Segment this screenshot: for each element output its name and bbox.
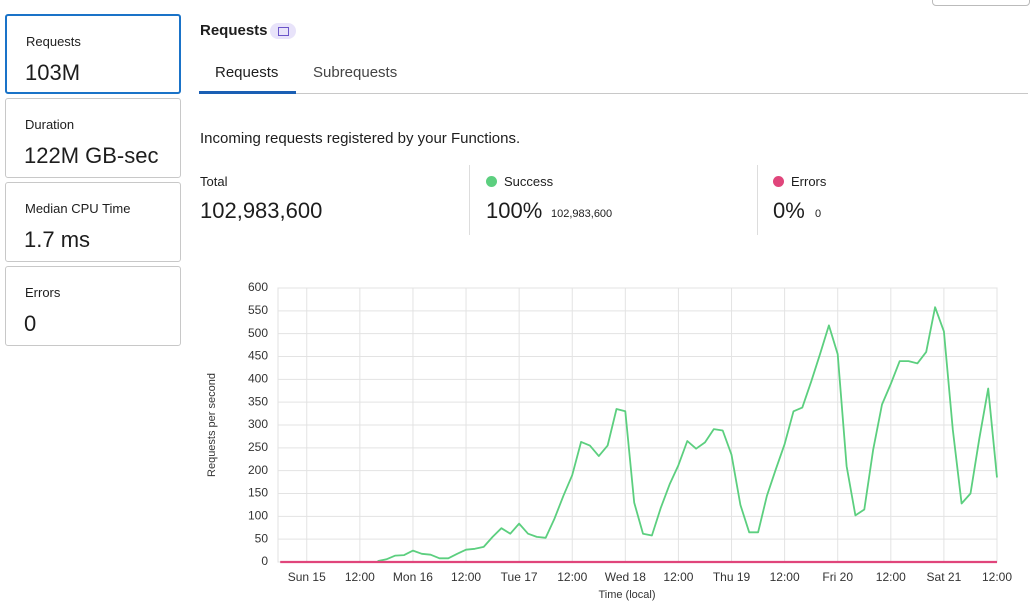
book-icon (278, 27, 289, 36)
x-tick-label: Sat 21 (927, 570, 962, 584)
y-tick-label: 0 (261, 554, 268, 568)
card-value: 122M GB-sec (24, 143, 159, 168)
x-tick-label: 12:00 (451, 570, 481, 584)
section-title: Requests (200, 22, 268, 39)
stat-value: 100% (486, 198, 543, 223)
divider (757, 165, 758, 235)
x-tick-label: 12:00 (557, 570, 587, 584)
metric-card[interactable]: Duration 122M GB-sec (5, 98, 181, 178)
y-tick-label: 150 (248, 486, 268, 500)
y-tick-label: 600 (248, 280, 268, 294)
card-label: Errors (25, 285, 61, 300)
x-tick-label: Wed 18 (605, 570, 646, 584)
metric-card[interactable]: Requests 103M (5, 14, 181, 94)
y-tick-label: 300 (248, 417, 268, 431)
x-tick-label: 12:00 (663, 570, 693, 584)
divider (469, 165, 470, 235)
stat-detail: 0 (815, 208, 822, 220)
stat-value: 0% (773, 198, 805, 223)
metric-card[interactable]: Errors 0 (5, 266, 181, 346)
y-axis-title: Requests per second (206, 373, 218, 477)
y-tick-label: 350 (248, 394, 268, 408)
card-label: Duration (25, 117, 75, 132)
y-tick-label: 50 (255, 531, 269, 545)
description: Incoming requests registered by your Fun… (200, 130, 521, 147)
series-line (377, 306, 998, 562)
metric-card[interactable]: Median CPU Time 1.7 ms (5, 182, 181, 262)
card-label: Requests (26, 34, 81, 49)
error-dot (773, 176, 784, 187)
x-tick-label: 12:00 (770, 570, 800, 584)
x-tick-label: Thu 19 (713, 570, 751, 584)
card-label: Median CPU Time (25, 201, 131, 216)
tab[interactable]: Requests (215, 64, 279, 81)
success-dot (486, 176, 497, 187)
x-tick-label: Sun 15 (288, 570, 326, 584)
card-value: 1.7 ms (24, 227, 91, 252)
stat-label: Total (200, 174, 228, 189)
x-tick-label: 12:00 (345, 570, 375, 584)
docs-badge[interactable] (270, 23, 296, 39)
stat-label: Errors (791, 174, 827, 189)
x-tick-label: 12:00 (982, 570, 1012, 584)
x-tick-label: Tue 17 (501, 570, 538, 584)
card-value: 0 (24, 311, 37, 336)
x-tick-label: Mon 16 (393, 570, 433, 584)
x-axis-title: Time (local) (598, 589, 655, 601)
y-tick-label: 200 (248, 463, 268, 477)
x-tick-label: 12:00 (876, 570, 906, 584)
y-tick-label: 500 (248, 326, 268, 340)
card-value: 103M (25, 60, 81, 85)
tab[interactable]: Subrequests (313, 64, 398, 81)
y-tick-label: 400 (248, 372, 268, 386)
y-tick-label: 450 (248, 349, 268, 363)
y-tick-label: 100 (248, 509, 268, 523)
stat-label: Success (504, 174, 554, 189)
y-tick-label: 250 (248, 440, 268, 454)
stat-detail: 102,983,600 (551, 208, 613, 220)
tab-rule (199, 93, 1028, 94)
tab-underline (199, 91, 296, 94)
x-tick-label: Fri 20 (822, 570, 853, 584)
stat-value: 102,983,600 (200, 198, 323, 223)
button-edge[interactable] (932, 0, 1030, 6)
y-tick-label: 550 (248, 303, 268, 317)
